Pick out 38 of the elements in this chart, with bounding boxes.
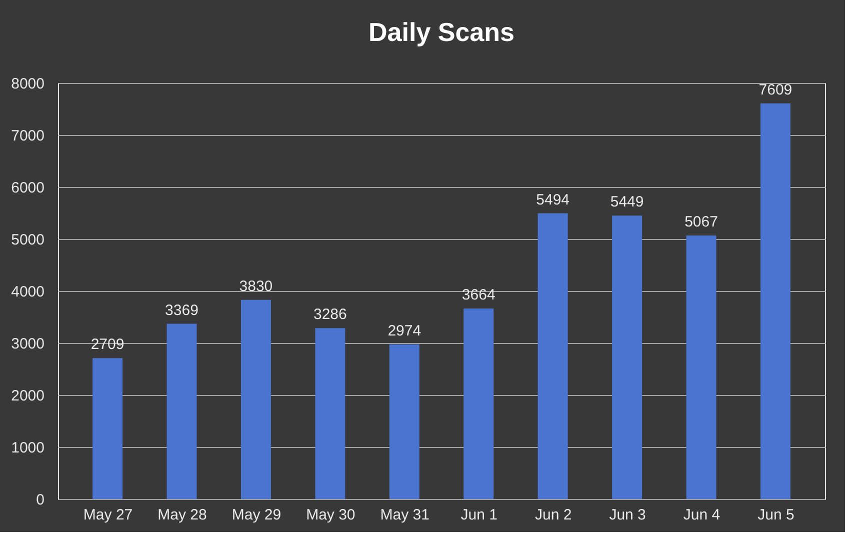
- data-label: 3830: [239, 278, 273, 295]
- y-tick-label: 2000: [11, 388, 44, 404]
- bar: [166, 324, 197, 499]
- y-tick-label: 6000: [11, 180, 44, 196]
- chart-title: Daily Scans: [368, 17, 514, 47]
- data-label: 5067: [684, 214, 718, 231]
- bar: [538, 213, 568, 499]
- data-label: 3286: [313, 306, 347, 324]
- bar: [92, 358, 123, 499]
- x-tick-label: Jun 5: [758, 506, 794, 524]
- x-tick-label: May 30: [306, 506, 356, 524]
- bar: [389, 344, 420, 499]
- data-label: 2974: [388, 322, 422, 340]
- x-tick-label: May 27: [83, 506, 133, 524]
- bar: [464, 308, 494, 499]
- y-tick-label: 4000: [11, 284, 44, 300]
- bar: [240, 300, 271, 499]
- y-tick-label: 5000: [11, 232, 44, 248]
- data-label: 5449: [610, 194, 644, 211]
- bar: [686, 236, 716, 499]
- x-tick-label: Jun 1: [460, 506, 498, 524]
- data-label: 3369: [165, 302, 198, 319]
- x-tick-label: Jun 4: [683, 506, 720, 524]
- data-label: 7609: [758, 81, 792, 98]
- bar: [612, 216, 642, 499]
- data-label: 5494: [536, 191, 570, 208]
- bar: [760, 103, 790, 499]
- y-tick-label: 0: [36, 492, 44, 508]
- x-tick-label: Jun 3: [609, 506, 646, 524]
- y-tick-label: 3000: [11, 336, 44, 352]
- bar: [315, 328, 346, 499]
- y-tick-label: 8000: [11, 76, 44, 92]
- y-tick-label: 7000: [11, 128, 44, 144]
- x-tick-label: Jun 2: [534, 506, 572, 524]
- y-tick-label: 1000: [11, 440, 44, 456]
- x-tick-label: May 29: [232, 506, 282, 524]
- x-tick-label: May 31: [380, 506, 430, 524]
- x-tick-label: May 28: [158, 506, 207, 524]
